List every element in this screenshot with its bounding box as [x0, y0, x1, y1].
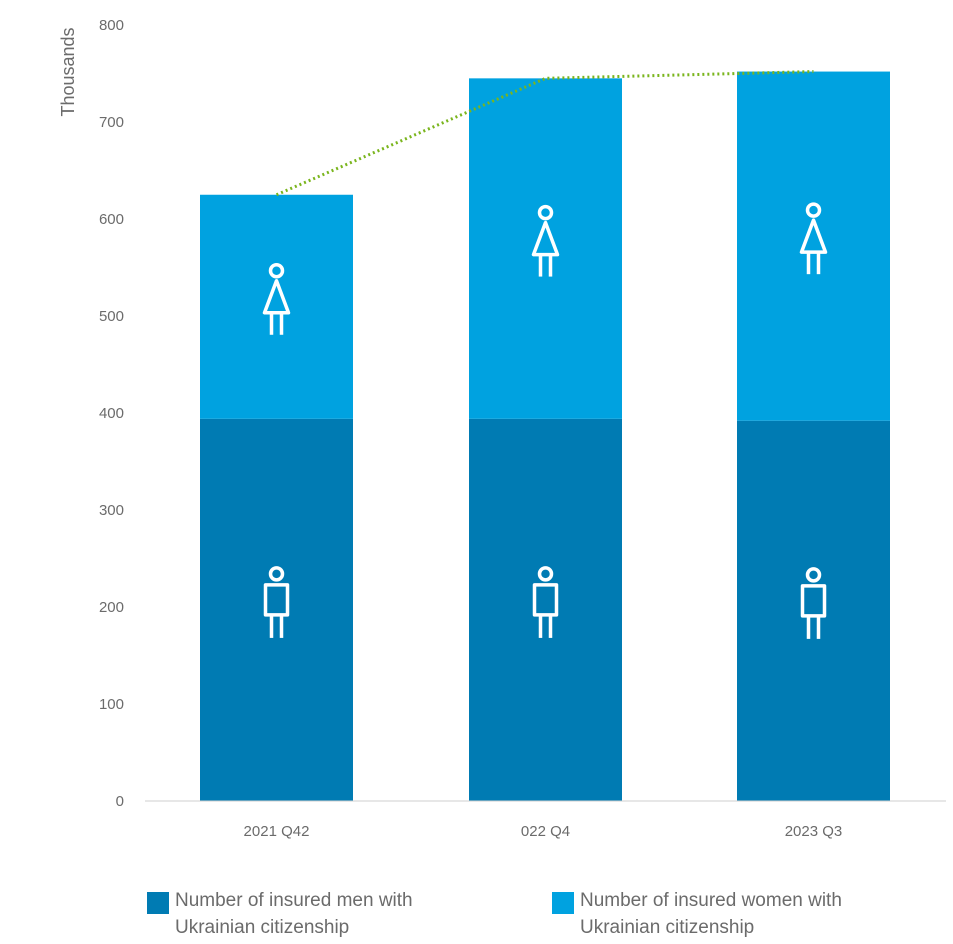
y-tick-label: 700	[99, 114, 124, 131]
bar-segment-men	[200, 418, 353, 801]
stacked-bar-chart: Thousands 0 100 200 300 400 500 600 700 800 2021…	[58, 17, 946, 840]
legend-item-women: Number of insured women with Ukrainian c…	[552, 887, 900, 941]
legend-label-men: Number of insured men with Ukrainian cit…	[175, 890, 413, 938]
woman-icon	[531, 204, 560, 277]
x-tick-label: 2021 Q42	[244, 823, 310, 840]
y-tick-label: 600	[99, 211, 124, 228]
x-axis-ticks: 2021 Q42 022 Q4 2023 Q3	[244, 823, 843, 840]
bar-segment-women	[469, 78, 622, 419]
bar-segment-women	[737, 71, 890, 421]
bar-icons	[262, 202, 828, 639]
legend-label-women: Number of insured women with Ukrainian c…	[580, 890, 842, 938]
y-tick-label: 300	[99, 502, 124, 519]
legend: Number of insured men with Ukrainian cit…	[147, 887, 947, 944]
y-axis-ticks: 0 100 200 300 400 500 600 700 800	[99, 17, 124, 810]
man-icon	[532, 566, 559, 638]
y-axis-label: Thousands	[58, 27, 78, 116]
y-tick-label: 0	[116, 793, 124, 810]
x-tick-label: 022 Q4	[521, 823, 570, 840]
y-tick-label: 100	[99, 696, 124, 713]
man-icon	[263, 566, 290, 638]
y-tick-label: 500	[99, 308, 124, 325]
woman-icon	[262, 263, 291, 335]
legend-swatch-women	[552, 892, 574, 914]
bars	[200, 71, 890, 801]
y-tick-label: 800	[99, 17, 124, 34]
bar-segment-women	[200, 194, 353, 419]
man-icon	[800, 567, 827, 639]
y-tick-label: 400	[99, 405, 124, 422]
bar-segment-men	[469, 418, 622, 801]
legend-swatch-men	[147, 892, 169, 914]
woman-icon	[799, 202, 828, 275]
x-tick-label: 2023 Q3	[785, 823, 843, 840]
trend-line	[275, 70, 814, 197]
bar-segment-men	[737, 420, 890, 801]
y-tick-label: 200	[99, 599, 124, 616]
legend-item-men: Number of insured men with Ukrainian cit…	[147, 887, 495, 941]
